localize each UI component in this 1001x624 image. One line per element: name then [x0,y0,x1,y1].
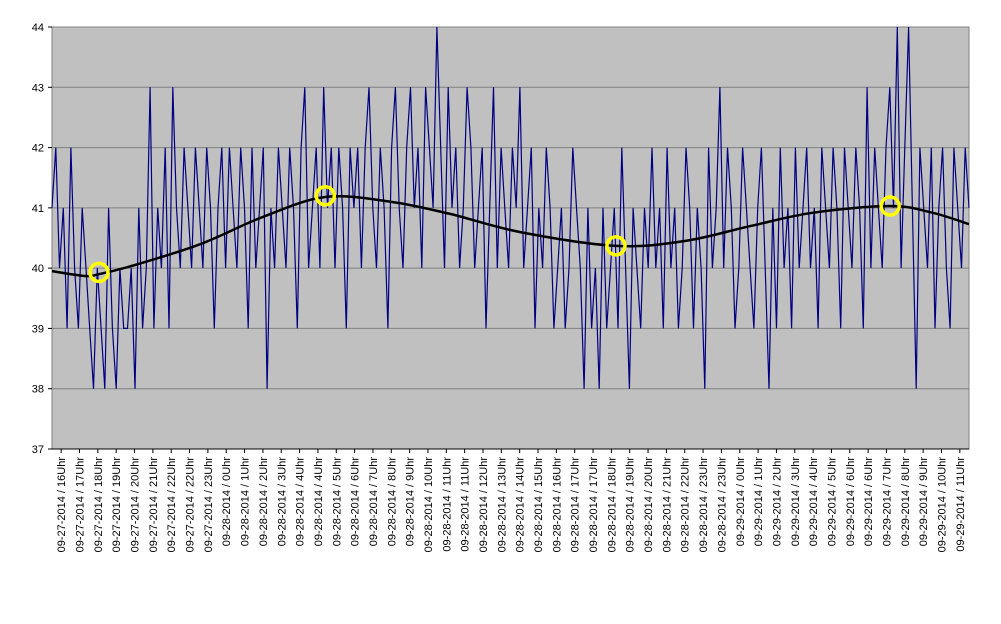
highlight-circle [879,195,901,217]
x-tick-label: 09-28-2014 / 4Uhr [313,457,325,547]
x-tick-label: 09-28-2014 / 23Uhr [698,457,710,553]
x-tick-label: 09-28-2014 / 13Uhr [496,457,508,553]
x-tick-label: 09-27-2014 / 18Uhr [93,457,105,553]
x-tick-label: 09-28-2014 / 9Uhr [405,457,417,547]
series-layer [51,26,970,389]
x-tick-label: 09-28-2014 / 17Uhr [570,457,582,553]
x-tick-label: 09-28-2014 / 4Uhr [295,457,307,547]
x-tick-label: 09-29-2014 / 6Uhr [845,457,857,547]
x-tick-label: 09-29-2014 / 6Uhr [863,457,875,547]
x-tick-label: 09-28-2014 / 15Uhr [533,457,545,553]
y-tick-label: 37 [32,444,44,456]
y-axis: 37 38 39 40 41 42 43 44 [32,22,52,456]
x-tick-label: 09-27-2014 / 20Uhr [130,457,142,553]
x-tick-label: 09-27-2014 / 23Uhr [203,457,215,553]
x-tick-label: 09-29-2014 / 0Uhr [735,457,747,547]
x-tick-label: 09-28-2014 / 1Uhr [240,457,252,547]
x-tick-label: 09-28-2014 / 19Uhr [625,457,637,553]
x-tick-label: 09-28-2014 / 20Uhr [643,457,655,553]
x-tick-label: 09-28-2014 / 22Uhr [680,457,692,553]
y-tick-label: 44 [32,22,44,34]
x-tick-label: 09-29-2014 / 5Uhr [826,457,838,547]
highlight-circle [605,235,627,257]
y-tick-label: 42 [32,143,44,155]
x-tick-label: 09-28-2014 / 21Uhr [661,457,673,553]
plot-area [51,26,970,450]
x-tick-label: 09-27-2014 / 19Uhr [111,457,123,553]
x-tick-label: 09-28-2014 / 7Uhr [368,457,380,547]
gridlines [52,86,969,390]
x-tick-label: 09-28-2014 / 10Uhr [423,457,435,553]
x-tick-label: 09-28-2014 / 3Uhr [276,457,288,547]
x-tick-label: 09-28-2014 / 11Uhr [460,457,472,552]
x-tick-label: 09-27-2014 / 22Uhr [185,457,197,553]
x-tick-label: 09-28-2014 / 0Uhr [221,457,233,547]
x-tick-label: 09-29-2014 / 3Uhr [790,457,802,547]
y-tick-label: 40 [32,263,44,275]
x-tick-label: 09-28-2014 / 11Uhr [441,457,453,552]
y-tick-label: 38 [32,384,44,396]
x-tick-label: 09-28-2014 / 23Uhr [716,457,728,553]
x-tick-label: 09-29-2014 / 11Uhr [955,457,967,552]
measurement-series-line [51,26,970,389]
x-tick-label: 09-28-2014 / 18Uhr [606,457,618,553]
trend-line [51,195,970,278]
y-tick-label: 39 [32,323,44,335]
x-tick-label: 09-29-2014 / 7Uhr [881,457,893,547]
x-tick-label: 09-28-2014 / 17Uhr [588,457,600,553]
x-tick-label: 09-27-2014 / 16Uhr [56,457,68,553]
x-tick-label: 09-29-2014 / 10Uhr [936,457,948,553]
x-tick-label: 09-29-2014 / 1Uhr [753,457,765,547]
x-tick-label: 09-28-2014 / 12Uhr [478,457,490,553]
y-tick-label: 41 [32,203,44,215]
x-tick-label: 09-29-2014 / 2Uhr [771,457,783,547]
x-tick-label: 09-27-2014 / 21Uhr [148,457,160,553]
x-tick-label: 09-28-2014 / 14Uhr [515,457,527,553]
y-tick-label: 43 [32,82,44,94]
highlight-circle [314,185,337,207]
annotation-layer [88,185,901,284]
x-tick-label: 09-28-2014 / 5Uhr [331,457,343,547]
x-tick-label: 09-28-2014 / 8Uhr [386,457,398,547]
x-tick-label: 09-29-2014 / 4Uhr [808,457,820,547]
x-tick-label: 09-28-2014 / 2Uhr [258,457,270,547]
trend-layer [51,195,970,278]
x-tick-label: 09-28-2014 / 16Uhr [551,457,563,553]
x-tick-label: 09-27-2014 / 22Uhr [166,457,178,553]
x-tick-label: 09-29-2014 / 9Uhr [918,457,930,547]
highlight-circle [88,261,110,284]
x-axis: 09-27-2014 / 16Uhr 09-27-2014 / 17Uhr 09-2… [52,448,969,553]
x-tick-label: 09-29-2014 / 8Uhr [900,457,912,547]
x-tick-label: 09-27-2014 / 17Uhr [75,457,87,553]
x-tick-label: 09-28-2014 / 6Uhr [350,457,362,547]
